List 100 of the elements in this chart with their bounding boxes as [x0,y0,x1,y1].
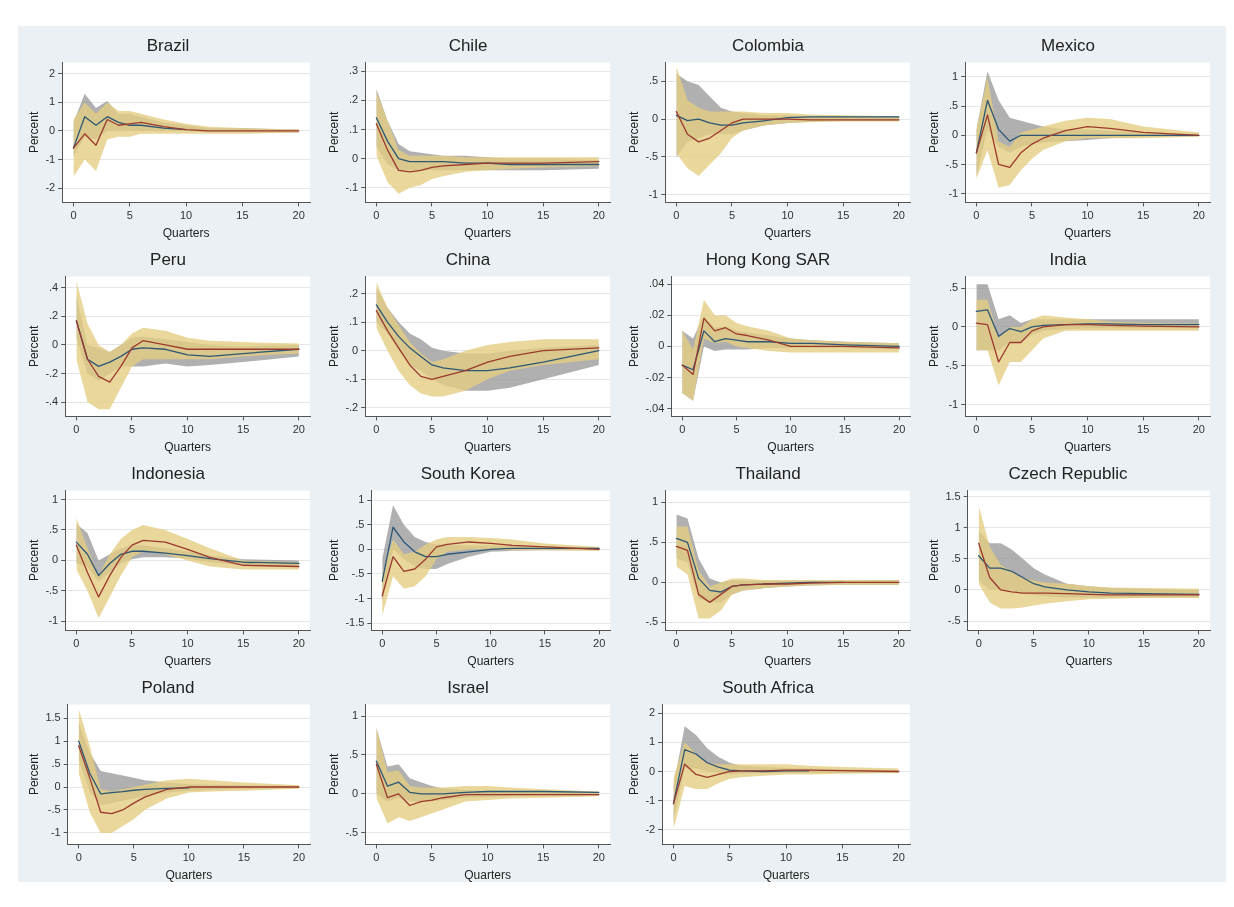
x-tick-label: 0 [670,851,677,864]
y-tick-label: -1 [45,152,56,165]
x-tick-label: 10 [179,209,193,222]
y-tick-label: 0 [352,343,359,356]
y-tick-label: 1 [649,735,656,748]
y-tick-label: -1 [648,187,659,200]
x-tick-label: 20 [1192,637,1206,650]
y-tick-label: -1 [354,591,365,604]
y-tick-label: .5 [49,523,59,535]
y-axis-title: Percent [926,539,941,582]
y-axis-title: Percent [26,753,41,796]
y-tick-label: 0 [52,553,59,566]
x-axis-title: Quarters [1064,226,1111,241]
x-tick-label: 0 [75,851,82,864]
y-tick-label: 1 [49,95,56,108]
x-tick-label: 0 [679,423,686,436]
x-tick-label: 15 [237,851,251,864]
x-tick-label: 20 [892,851,905,864]
x-tick-label: 15 [837,209,850,222]
x-tick-label: 0 [73,637,80,650]
chart-title: Israel [447,677,489,697]
y-axis-title: Percent [626,753,641,796]
x-tick-label: 10 [1081,423,1094,436]
y-tick-label: -.5 [47,803,61,816]
x-tick-label: 10 [781,637,794,650]
x-axis-title: Quarters [165,868,213,883]
y-tick-label: 0 [652,575,659,588]
y-tick-label: .1 [349,315,359,328]
y-tick-label: -.5 [945,157,959,170]
x-tick-label: 5 [1028,423,1036,436]
y-tick-label: -.5 [645,150,659,163]
y-tick-label: .5 [355,517,365,530]
y-tick-label: -1 [948,186,959,199]
x-axis-title: Quarters [164,654,211,669]
y-tick-label: -.02 [645,370,665,383]
x-tick-label: 15 [537,851,550,864]
x-tick-label: 10 [181,637,194,650]
y-tick-label: 0 [954,582,961,595]
x-tick-label: 0 [973,209,980,222]
y-tick-label: 1 [652,495,659,508]
x-tick-label: 10 [484,637,497,650]
y-tick-label: 2 [649,706,656,719]
chart-title: Chile [448,35,488,55]
y-tick-label: -.5 [947,614,961,627]
x-tick-label: 20 [593,637,606,650]
x-tick-label: 0 [373,209,380,222]
x-tick-label: 5 [728,209,736,222]
y-tick-label: 1.5 [45,711,61,724]
y-tick-label: .3 [349,64,359,77]
x-axis-title: Quarters [764,226,811,241]
y-tick-label: .2 [349,286,359,299]
x-tick-label: 20 [893,423,906,436]
chart-title: Mexico [1041,35,1095,55]
x-axis-title: Quarters [1064,440,1111,455]
x-tick-label: 20 [1192,209,1205,222]
x-tick-label: 20 [292,637,305,650]
y-tick-label: 0 [952,319,959,332]
x-axis-title: Quarters [467,654,515,669]
x-tick-label: 15 [838,423,852,436]
y-tick-label: .5 [649,535,659,548]
x-tick-label: 10 [779,851,793,864]
y-tick-label: .4 [49,280,59,293]
y-tick-label: 0 [49,124,56,136]
y-axis-title: Percent [626,325,641,368]
y-tick-label: 0 [352,151,359,164]
y-axis-title: Percent [26,111,41,154]
x-tick-label: 0 [373,851,380,864]
y-tick-label: -.2 [45,366,59,379]
x-tick-label: 15 [836,851,849,864]
x-tick-label: 10 [781,209,794,222]
y-tick-label: .04 [649,277,665,290]
y-tick-label: .5 [951,551,961,564]
x-tick-label: 10 [481,209,494,222]
x-tick-label: 20 [1192,423,1205,436]
x-tick-label: 20 [592,423,605,436]
y-tick-label: 1 [52,492,59,505]
y-tick-label: 1 [358,493,365,506]
y-tick-label: -.5 [945,358,959,371]
x-tick-label: 10 [182,851,195,864]
x-tick-label: 20 [892,637,905,650]
x-axis-title: Quarters [162,226,210,241]
x-tick-label: 20 [292,423,305,436]
x-tick-label: 0 [73,423,80,436]
chart-title: Peru [150,249,186,269]
x-tick-label: 20 [292,851,306,864]
y-tick-label: -2 [645,822,656,835]
y-tick-label: 0 [649,764,656,777]
x-tick-label: 5 [128,637,136,650]
x-axis-title: Quarters [464,440,511,455]
y-tick-label: .5 [649,74,659,87]
x-tick-label: 15 [237,423,250,436]
y-tick-label: -1.5 [345,616,365,629]
x-tick-label: 5 [728,637,736,650]
y-tick-label: -.5 [645,615,659,628]
x-tick-label: 5 [726,851,733,864]
x-tick-label: 15 [537,423,550,436]
x-axis-title: Quarters [762,868,810,883]
y-tick-label: 1.5 [945,489,961,502]
x-tick-label: 15 [837,637,850,650]
x-tick-label: 10 [481,851,494,864]
